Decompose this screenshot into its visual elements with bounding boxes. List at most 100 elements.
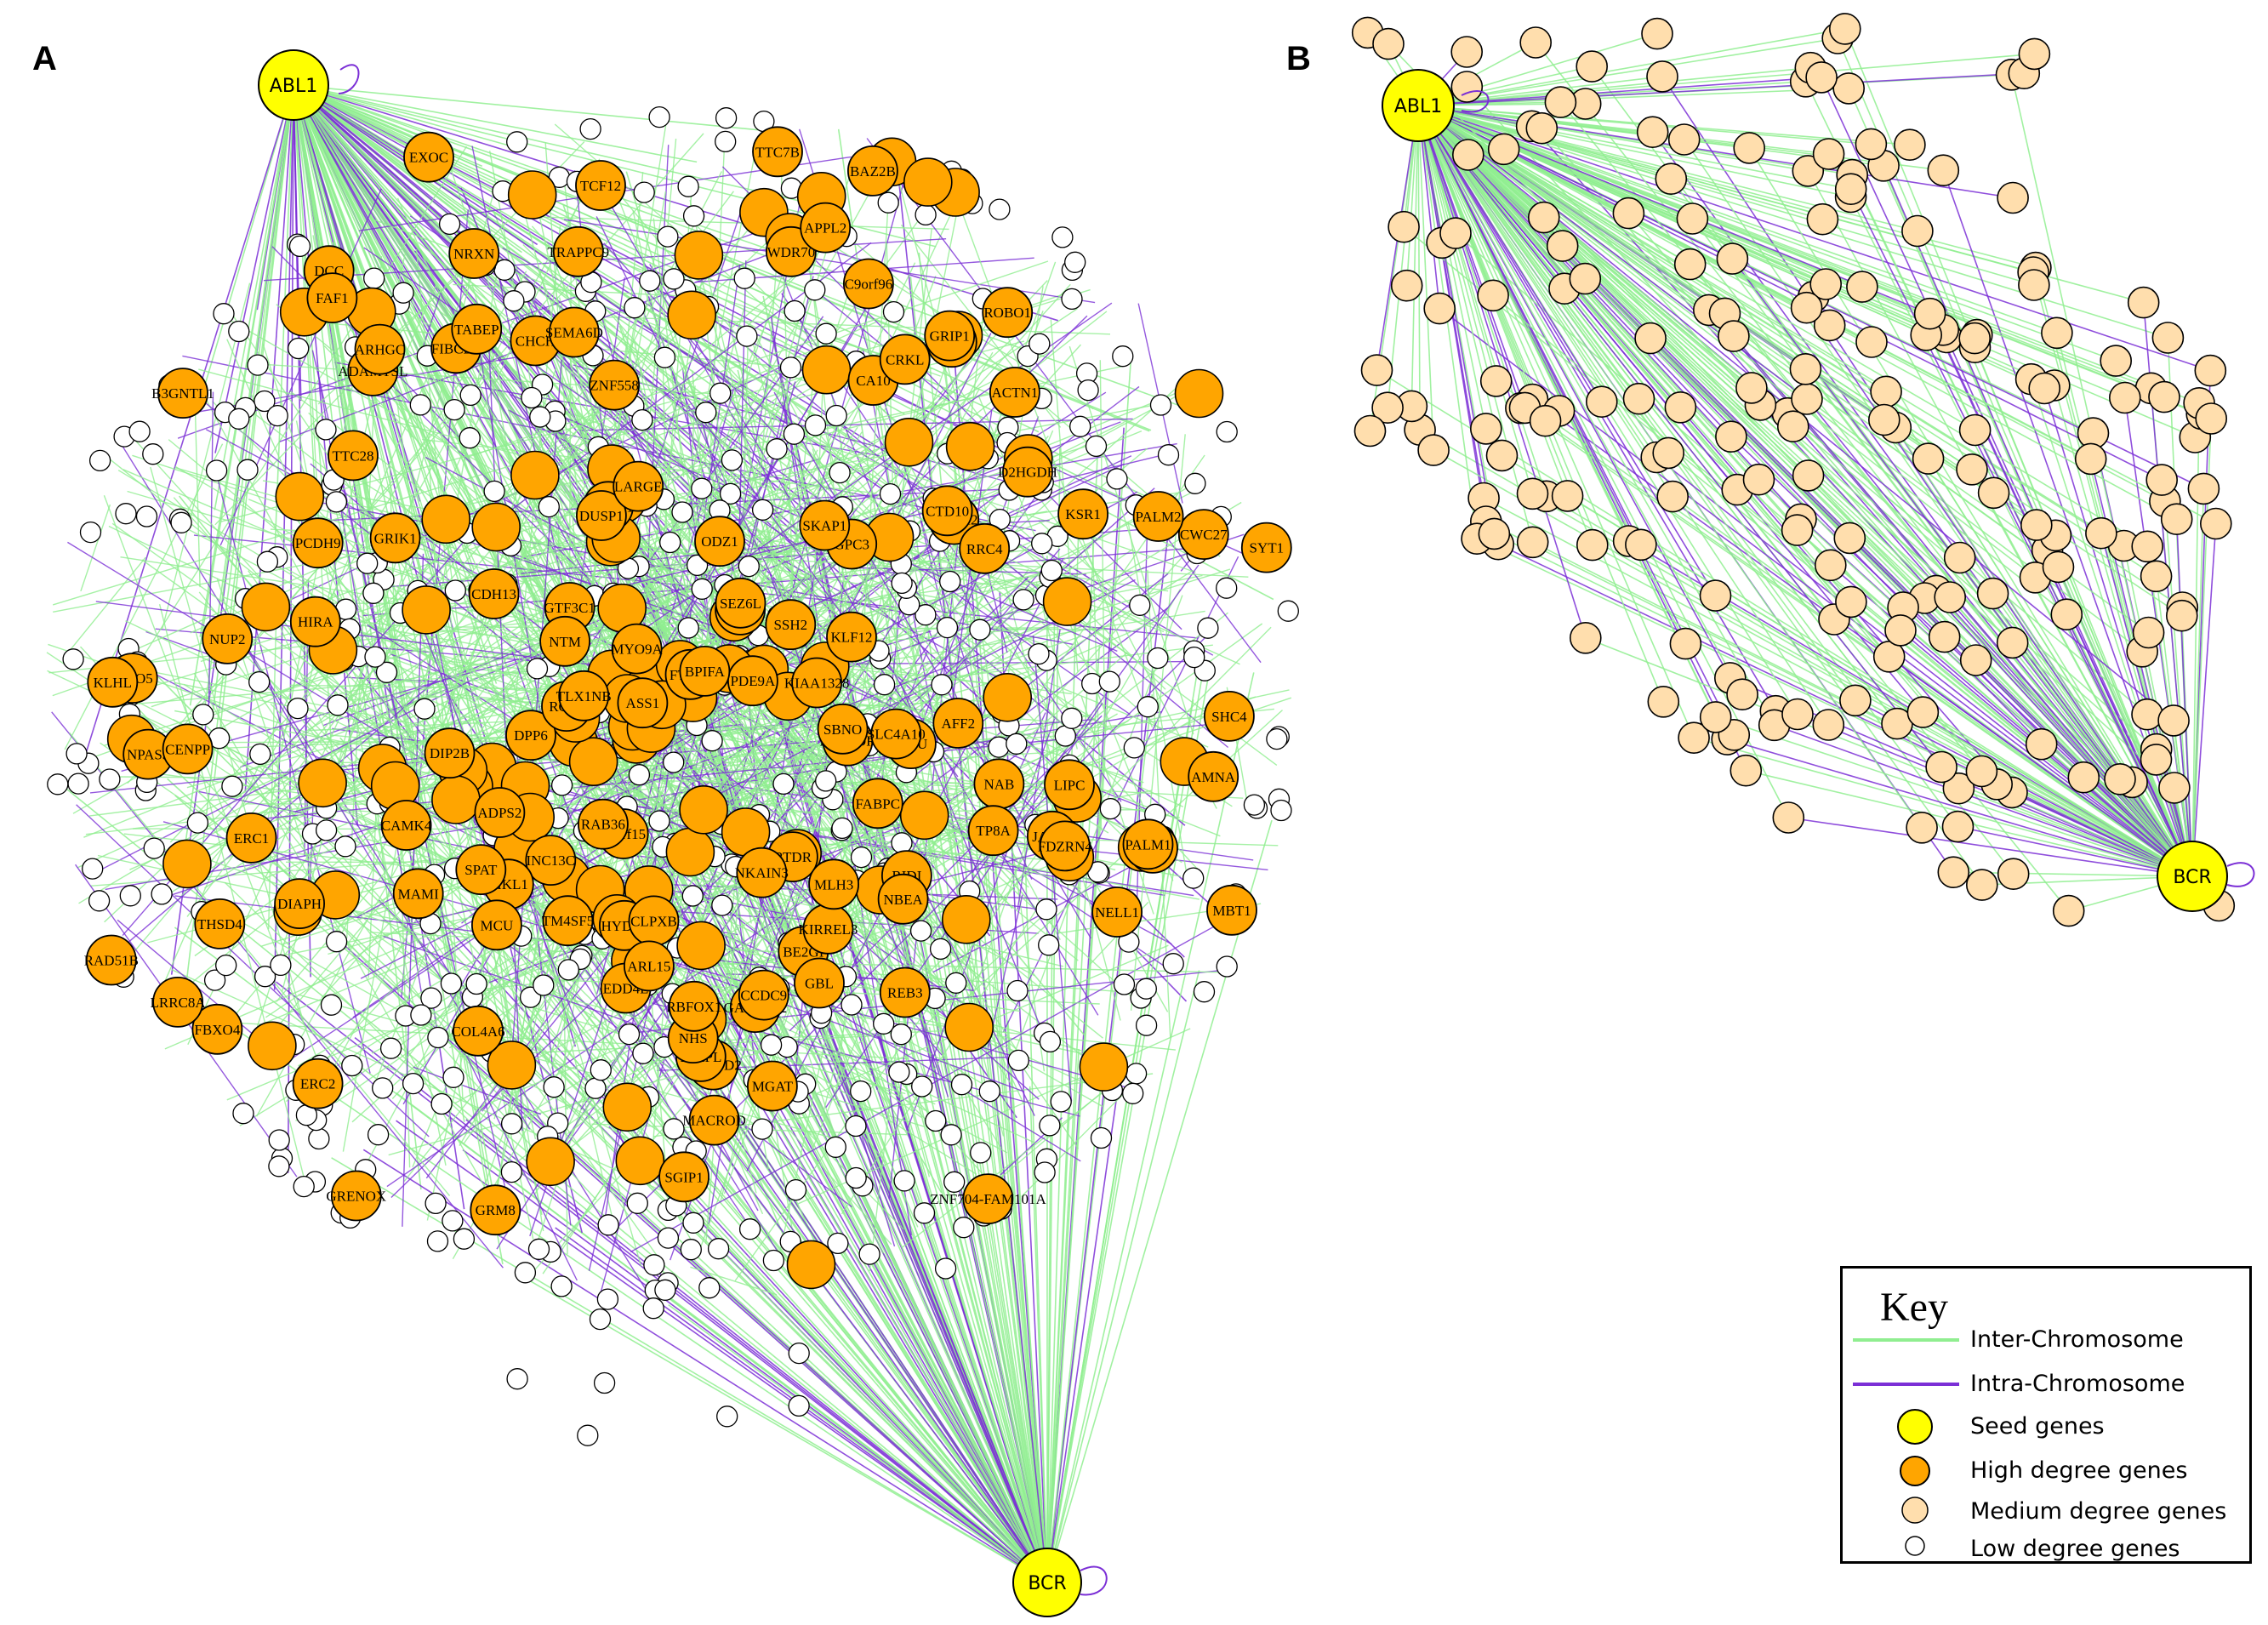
edge-line xyxy=(634,642,887,954)
high-degree-node: ERC1 xyxy=(225,812,277,864)
edge-line xyxy=(1417,105,2014,875)
seed-node-bcr-a[interactable] xyxy=(1012,1548,1082,1617)
low-degree-node xyxy=(929,938,952,961)
low-degree-node xyxy=(1098,670,1120,693)
low-degree-node xyxy=(379,1037,402,1059)
edge-line xyxy=(1483,497,2193,877)
high-degree-circle xyxy=(843,258,894,310)
edge-line xyxy=(1417,105,1851,198)
edge-line xyxy=(1417,105,1434,451)
edge-line xyxy=(1417,105,2168,339)
low-degree-node xyxy=(205,459,228,482)
medium-degree-node xyxy=(1834,173,1867,205)
gene-label: SLC4A10 xyxy=(867,727,926,743)
high-degree-node xyxy=(602,1082,652,1132)
low-degree-node xyxy=(443,398,465,421)
low-degree-node xyxy=(888,1061,910,1083)
high-degree-node: GRENOX xyxy=(326,1170,386,1222)
gene-label: DIP2B xyxy=(430,745,470,761)
gene-label: THSD4 xyxy=(197,916,242,932)
gene-label: MGAT xyxy=(752,1079,794,1095)
low-degree-node xyxy=(135,505,158,527)
low-degree-node xyxy=(392,282,414,304)
low-degree-node xyxy=(845,1115,867,1138)
low-degree-node xyxy=(939,570,961,593)
low-degree-node xyxy=(940,1124,962,1146)
edge-line xyxy=(1046,678,1209,1583)
low-degree-node xyxy=(772,773,795,795)
edge-line xyxy=(1417,105,1603,402)
edge-line xyxy=(293,84,841,211)
edge-line xyxy=(293,84,1059,322)
high-degree-node: TP8A xyxy=(967,805,1019,857)
medium-degree-node xyxy=(1636,116,1669,148)
gene-label: FDZRN4 xyxy=(1038,838,1093,854)
low-degree-node xyxy=(733,267,755,289)
low-degree-node xyxy=(356,552,379,574)
low-degree-node xyxy=(192,704,214,726)
edge-line xyxy=(1417,105,2200,404)
gene-label: CLPXB xyxy=(630,913,677,929)
high-degree-node: CTD10 xyxy=(921,485,973,537)
low-degree-node xyxy=(151,883,173,905)
high-degree-node xyxy=(667,290,717,340)
edge-line xyxy=(1971,469,2193,877)
high-degree-node: SLC4A10 xyxy=(867,708,926,760)
low-degree-node xyxy=(824,1136,846,1158)
medium-degree-node xyxy=(1551,480,1584,512)
panel-b-medium-degree-nodes xyxy=(1351,13,2236,927)
low-degree-node xyxy=(682,1212,704,1234)
high-degree-node: TLX1NB xyxy=(556,670,612,721)
high-degree-circle xyxy=(611,623,663,675)
low-degree-node xyxy=(1028,642,1050,665)
high-degree-node xyxy=(402,585,451,635)
high-degree-circle xyxy=(1132,491,1184,542)
medium-degree-node xyxy=(1805,61,1838,94)
low-degree-node xyxy=(709,382,732,404)
medium-degree-node xyxy=(2166,599,2198,632)
low-degree-node xyxy=(978,1080,1000,1103)
seed-node-abl1-b[interactable] xyxy=(1382,69,1455,142)
edge-line xyxy=(76,804,430,1138)
high-degree-circle xyxy=(747,1060,798,1112)
seed-node-bcr-b[interactable] xyxy=(2157,841,2228,912)
high-degree-node: RAD51B xyxy=(84,934,139,986)
seed-node-abl1-a[interactable] xyxy=(258,49,329,121)
high-degree-circle xyxy=(962,1173,1014,1224)
medium-degree-node xyxy=(1958,413,1992,447)
edge-line xyxy=(1417,105,1951,598)
high-degree-circle xyxy=(552,225,604,277)
edge-line xyxy=(1417,105,1904,608)
edge-line xyxy=(658,869,1064,967)
edge-line xyxy=(174,465,308,545)
medium-degree-node xyxy=(1789,352,1822,385)
high-degree-node: GBL xyxy=(794,957,845,1009)
gene-label: NUP2 xyxy=(209,631,246,647)
panel-b-network: ABL1 BCR xyxy=(1351,13,2255,927)
low-degree-node xyxy=(831,817,853,840)
high-degree-node: FABPC xyxy=(852,778,903,830)
edge-line xyxy=(1849,188,2193,877)
high-degree-node: TTC7B xyxy=(752,126,803,178)
legend-label-high: High degree genes xyxy=(1970,1457,2188,1484)
gene-label: ACTN1 xyxy=(992,385,1039,401)
gene-label: FABPC xyxy=(855,795,900,812)
low-degree-node xyxy=(663,268,685,290)
gene-label: RAD51B xyxy=(84,953,139,969)
edge-line xyxy=(185,84,294,985)
high-degree-circle xyxy=(826,611,877,663)
medium-degree-node xyxy=(1846,271,1878,303)
low-degree-node xyxy=(858,1243,880,1265)
high-degree-circle xyxy=(589,359,640,411)
medium-degree-node xyxy=(1868,403,1900,436)
low-degree-node xyxy=(308,1127,330,1150)
low-degree-node xyxy=(943,1171,966,1193)
high-degree-circle xyxy=(392,868,444,920)
low-degree-node xyxy=(1122,1082,1144,1104)
high-degree-node xyxy=(431,775,481,824)
medium-degree-node xyxy=(2025,727,2058,761)
edge-line xyxy=(1850,601,2193,877)
gene-label: SBNO xyxy=(823,721,862,738)
high-degree-circle xyxy=(932,698,984,749)
low-degree-node xyxy=(1149,394,1172,416)
